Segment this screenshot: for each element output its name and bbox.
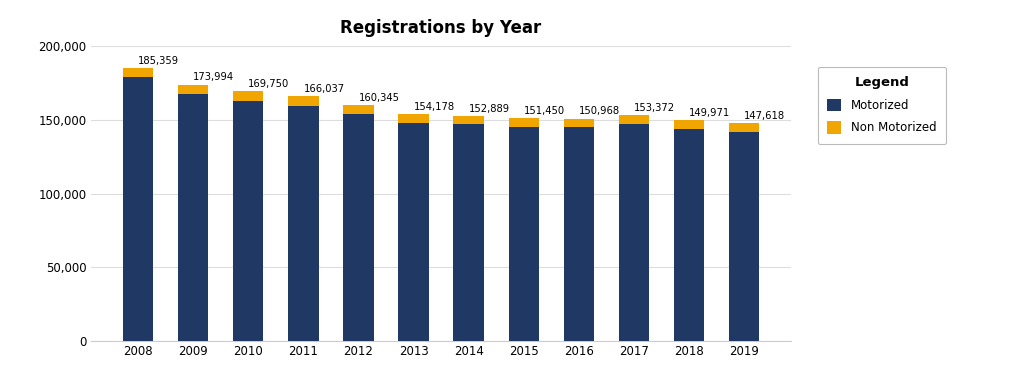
Title: Registrations by Year: Registrations by Year [341, 19, 541, 36]
Text: 160,345: 160,345 [359, 92, 400, 103]
Bar [399, 123, 429, 341]
Bar [288, 106, 318, 341]
Text: 150,968: 150,968 [579, 106, 620, 116]
Bar [288, 96, 318, 106]
Bar [123, 68, 153, 77]
Text: 153,372: 153,372 [634, 103, 675, 113]
Bar [453, 116, 484, 124]
Bar [564, 118, 594, 127]
Text: 149,971: 149,971 [689, 108, 730, 118]
Text: 152,889: 152,889 [468, 103, 510, 113]
Text: 166,037: 166,037 [303, 84, 345, 94]
Bar [619, 124, 649, 341]
Bar [123, 77, 153, 341]
Bar [729, 132, 759, 341]
Bar [729, 123, 759, 132]
Text: 147,618: 147,618 [744, 111, 785, 121]
Bar [673, 120, 704, 129]
Bar [619, 115, 649, 124]
Bar [178, 94, 209, 341]
Bar [178, 85, 209, 94]
Bar [399, 114, 429, 123]
Bar [344, 105, 373, 114]
Text: 173,994: 173,994 [194, 72, 234, 82]
Bar [344, 114, 373, 341]
Bar [453, 124, 484, 341]
Bar [564, 127, 594, 341]
Bar [233, 91, 264, 101]
Text: 154,178: 154,178 [414, 102, 454, 111]
Text: 169,750: 169,750 [248, 79, 290, 89]
Bar [673, 129, 704, 341]
Bar [509, 118, 538, 127]
Text: 185,359: 185,359 [138, 56, 179, 66]
Text: 151,450: 151,450 [523, 106, 565, 116]
Bar [233, 101, 264, 341]
Legend: Motorized, Non Motorized: Motorized, Non Motorized [818, 67, 946, 144]
Bar [509, 127, 538, 341]
